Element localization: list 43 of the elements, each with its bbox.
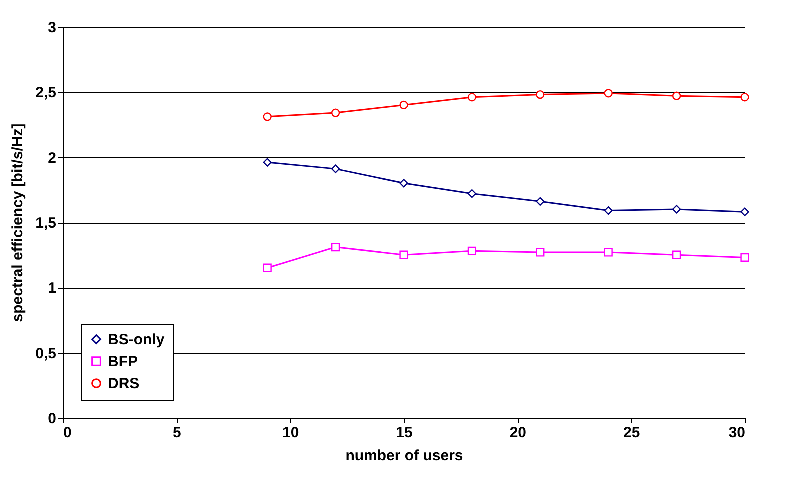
y-tick-label: 1 [48, 280, 56, 298]
point [400, 100, 408, 110]
point [468, 190, 477, 198]
point [740, 253, 750, 262]
point [400, 179, 408, 188]
x-tick-label: 15 [396, 424, 413, 442]
point [672, 205, 682, 214]
point [263, 112, 272, 122]
point [536, 248, 545, 257]
legend-label: DRS [108, 376, 140, 392]
y-tick-label: 0 [48, 410, 56, 428]
x-tick-label: 25 [623, 424, 640, 442]
y-tick-label: 2,5 [36, 84, 56, 102]
point [536, 197, 545, 206]
point [468, 93, 477, 102]
point [604, 206, 613, 216]
point [672, 92, 682, 100]
x-tick-label: 5 [172, 424, 182, 442]
legend-label: BFP [108, 354, 138, 370]
y-tick-label: 3 [48, 20, 56, 36]
point [672, 250, 682, 260]
x-tick-label: 30 [728, 424, 746, 442]
y-tick-label: 1,5 [36, 215, 56, 232]
point [468, 246, 477, 256]
point [536, 90, 545, 100]
x-tick-label: 20 [510, 424, 527, 442]
point [331, 164, 340, 174]
point [400, 250, 408, 260]
x-tick-label: 0 [64, 424, 72, 442]
legend-label: BS-only [108, 332, 166, 348]
x-axis-title: number of users [346, 448, 464, 464]
point [331, 242, 340, 252]
point [263, 158, 272, 167]
point [604, 89, 613, 98]
y-tick-label: 2 [48, 150, 56, 167]
point [740, 208, 750, 216]
x-tick-label: 10 [282, 424, 300, 442]
point [740, 93, 750, 102]
y-axis-title: spectral efficiency [bit/s/Hz] [10, 124, 27, 322]
point [604, 248, 613, 257]
y-tick-label: 0,5 [36, 345, 56, 362]
point [263, 264, 272, 272]
point [331, 108, 340, 118]
